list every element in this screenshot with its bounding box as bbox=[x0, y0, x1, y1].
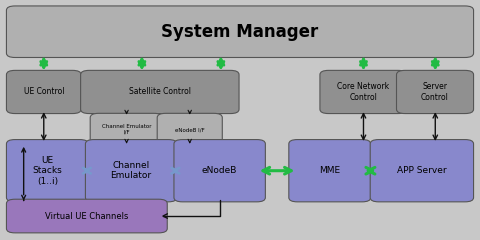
Text: eNodeB: eNodeB bbox=[202, 166, 237, 175]
Text: Channel
Emulator: Channel Emulator bbox=[110, 161, 152, 180]
FancyBboxPatch shape bbox=[320, 70, 407, 114]
FancyBboxPatch shape bbox=[85, 140, 177, 202]
FancyBboxPatch shape bbox=[6, 6, 474, 58]
Text: Server
Control: Server Control bbox=[421, 82, 449, 102]
Text: UE
Stacks
(1..i): UE Stacks (1..i) bbox=[33, 156, 62, 186]
FancyBboxPatch shape bbox=[90, 113, 162, 146]
Text: Virtual UE Channels: Virtual UE Channels bbox=[45, 211, 129, 221]
FancyBboxPatch shape bbox=[370, 140, 474, 202]
FancyBboxPatch shape bbox=[81, 70, 239, 114]
Text: UE Control: UE Control bbox=[24, 87, 64, 96]
Text: eNodeB I/F: eNodeB I/F bbox=[175, 127, 204, 132]
Text: System Manager: System Manager bbox=[161, 23, 319, 41]
FancyBboxPatch shape bbox=[157, 113, 222, 146]
FancyBboxPatch shape bbox=[6, 199, 167, 233]
FancyBboxPatch shape bbox=[174, 140, 265, 202]
FancyBboxPatch shape bbox=[6, 70, 81, 114]
FancyBboxPatch shape bbox=[396, 70, 474, 114]
Text: APP Server: APP Server bbox=[397, 166, 447, 175]
Text: Channel Emulator
I/F: Channel Emulator I/F bbox=[102, 124, 151, 135]
Text: Core Network
Control: Core Network Control bbox=[337, 82, 389, 102]
FancyBboxPatch shape bbox=[6, 140, 88, 202]
Text: Satellite Control: Satellite Control bbox=[129, 87, 191, 96]
Text: MME: MME bbox=[319, 166, 340, 175]
FancyBboxPatch shape bbox=[289, 140, 371, 202]
